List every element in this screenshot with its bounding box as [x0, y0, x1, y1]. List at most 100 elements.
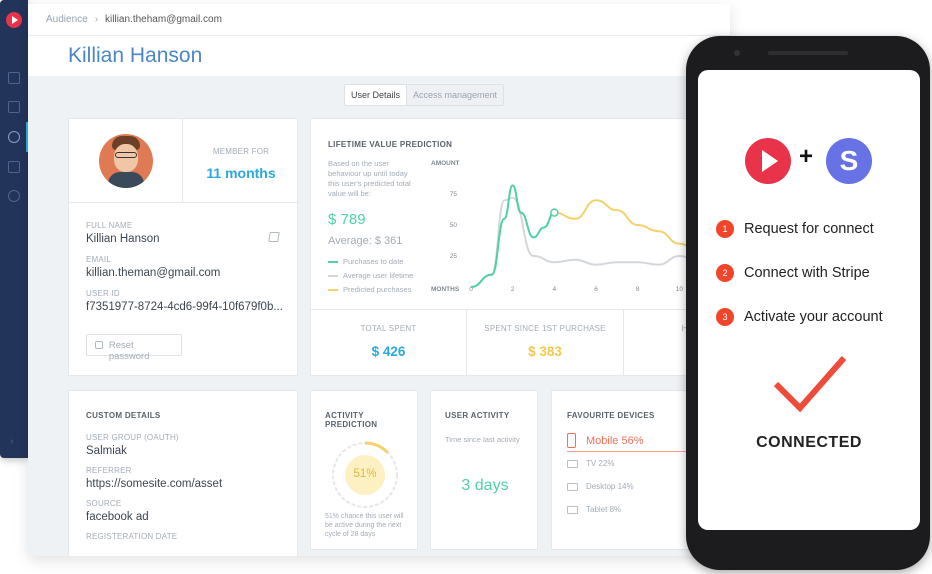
ltv-average: Average: $ 361 — [328, 235, 403, 247]
desktop-icon — [567, 482, 578, 491]
avatar-cell — [69, 119, 183, 203]
connected-status: CONNECTED — [756, 434, 862, 451]
app-logo-icon[interactable] — [6, 12, 22, 28]
full-name-label: FULL NAME — [86, 221, 133, 230]
checkmark-icon — [773, 356, 847, 413]
page-title: Killian Hanson — [68, 44, 203, 67]
camera-icon[interactable] — [8, 101, 20, 113]
stat-spent-since-label: SPENT SINCE 1ST PURCHASE — [484, 324, 606, 333]
user-id-label: USER ID — [86, 289, 120, 298]
chart-xtick-0: 0 — [469, 286, 473, 293]
device-primary: Mobile 56% — [567, 433, 730, 452]
profile-card: MEMBER FOR 11 months FULL NAME Killian H… — [68, 118, 299, 376]
stat-total-spent: TOTAL SPENT $ 426 — [311, 310, 467, 376]
table-icon[interactable] — [8, 161, 20, 173]
activity-gauge — [331, 441, 399, 509]
step-3-number: 3 — [716, 308, 734, 326]
user-id-value: f7351977-8724-4cd6-99f4-10f679f0b... — [86, 301, 283, 313]
analytics-icon[interactable] — [8, 72, 20, 84]
activity-prediction-text: 51% chance this user will be active duri… — [325, 513, 404, 538]
step-3-text: Activate your account — [744, 309, 883, 325]
tab-bar: User Details Access management — [344, 84, 505, 106]
expand-sidebar-icon[interactable]: › — [10, 436, 14, 447]
user-activity-subtitle: Time since last activity — [445, 435, 520, 444]
camera-dot-icon — [734, 50, 740, 56]
tab-access-management[interactable]: Access management — [413, 90, 498, 100]
chart-xtick-8: 8 — [636, 286, 640, 293]
full-name-value: Killian Hanson — [86, 233, 160, 245]
active-nav-indicator — [26, 122, 28, 152]
phone-screen: + S 1 Request for connect 2 Connect with S… — [698, 70, 920, 530]
breadcrumb-current: killian.theham@gmail.com — [105, 14, 222, 25]
reset-password-button[interactable]: Reset password — [86, 334, 182, 362]
step-1-number: 1 — [716, 220, 734, 238]
user-activity-value: 3 days — [461, 477, 509, 494]
device-primary-label: Mobile 56% — [586, 434, 644, 447]
user-group-label: USER GROUP (OAUTH) — [86, 433, 179, 442]
settings-icon[interactable] — [8, 190, 20, 202]
phone-mockup: + S 1 Request for connect 2 Connect with S… — [686, 36, 930, 570]
stat-total-spent-value: $ 426 — [371, 344, 406, 359]
ltv-description: Based on the user behaviour up until tod… — [328, 159, 411, 198]
stat-spent-since-value: $ 383 — [528, 344, 562, 359]
edit-icon[interactable] — [268, 232, 280, 242]
chart-xtick-4: 4 — [553, 286, 557, 293]
device-desktop-label: Desktop 14% — [586, 482, 634, 491]
breadcrumb-parent[interactable]: Audience — [46, 14, 88, 25]
legend-item-purchases: Purchases to date — [328, 257, 413, 267]
chart-xlabel: MONTHS — [431, 286, 460, 293]
audience-icon[interactable] — [8, 131, 20, 143]
profile-details: FULL NAME Killian Hanson EMAIL killian.t… — [86, 221, 286, 362]
brand-logo-icon — [745, 138, 791, 184]
chart-xtick-2: 2 — [511, 286, 515, 293]
stat-total-spent-label: TOTAL SPENT — [360, 324, 417, 333]
step-2-number: 2 — [716, 264, 734, 282]
referrer-value: https://somesite.com/asset — [86, 478, 223, 490]
legend-item-average: Average user lifetime — [328, 271, 413, 281]
breadcrumb: Audience › killian.theham@gmail.com — [28, 4, 730, 36]
series-purchases-endpoint — [550, 208, 559, 217]
stats-divider — [311, 309, 730, 310]
favourite-devices-title: FAVOURITE DEVICES — [567, 411, 655, 420]
device-desktop: Desktop 14% — [567, 482, 634, 491]
referrer-label: REFERRER — [86, 466, 132, 475]
user-activity-title: USER ACTIVITY — [445, 411, 510, 420]
activity-prediction-title: ACTIVITY PREDICTION — [325, 411, 378, 429]
registration-date-label: REGISTERATION DATE — [86, 532, 178, 541]
device-tv: TV 22% — [567, 459, 634, 468]
chart-ytick-50: 50 — [450, 222, 458, 229]
ltv-line-chart: AMOUNT MONTHS 25 50 75 0 2 4 6 8 10 — [431, 160, 722, 293]
legend-predicted-label: Predicted purchases — [343, 285, 412, 294]
chart-xtick-6: 6 — [594, 286, 598, 293]
email-value: killian.theman@gmail.com — [86, 267, 221, 279]
step-1: 1 Request for connect — [716, 220, 874, 238]
speaker-grille — [768, 51, 848, 55]
ltv-card: LIFETIME VALUE PREDICTION Based on the u… — [310, 118, 730, 376]
dashboard-window: Audience › killian.theham@gmail.com Killia… — [28, 4, 730, 556]
source-value: facebook ad — [86, 511, 149, 523]
user-group-value: Salmiak — [86, 445, 127, 457]
lock-icon — [95, 341, 103, 349]
mobile-icon — [567, 433, 576, 448]
ltv-title: LIFETIME VALUE PREDICTION — [328, 140, 453, 149]
step-3: 3 Activate your account — [716, 308, 883, 326]
chart-ytick-75: 75 — [450, 191, 458, 198]
ltv-value: $ 789 — [328, 211, 366, 228]
device-tablet-label: Tablet 8% — [586, 505, 622, 514]
member-for-value: 11 months — [206, 165, 276, 181]
member-for-label: MEMBER FOR — [212, 147, 270, 156]
step-2: 2 Connect with Stripe — [716, 264, 870, 282]
step-2-text: Connect with Stripe — [744, 265, 870, 281]
stripe-logo-icon: S — [826, 138, 872, 184]
custom-details-title: CUSTOM DETAILS — [86, 411, 161, 420]
device-list: TV 22% Desktop 14% Tablet 8% — [567, 459, 634, 514]
legend-item-predicted: Predicted purchases — [328, 285, 413, 295]
device-tablet: Tablet 8% — [567, 505, 634, 514]
activity-prediction-card: ACTIVITY PREDICTION 51% 51% chance this … — [310, 390, 418, 550]
chart-ytick-25: 25 — [450, 253, 458, 260]
user-activity-card: USER ACTIVITY Time since last activity 3… — [430, 390, 538, 550]
step-1-text: Request for connect — [744, 221, 874, 237]
legend-average-label: Average user lifetime — [343, 271, 414, 280]
custom-fields: USER GROUP (OAUTH) Salmiak REFERRER http… — [86, 433, 222, 541]
tab-user-details[interactable]: User Details — [345, 85, 408, 105]
